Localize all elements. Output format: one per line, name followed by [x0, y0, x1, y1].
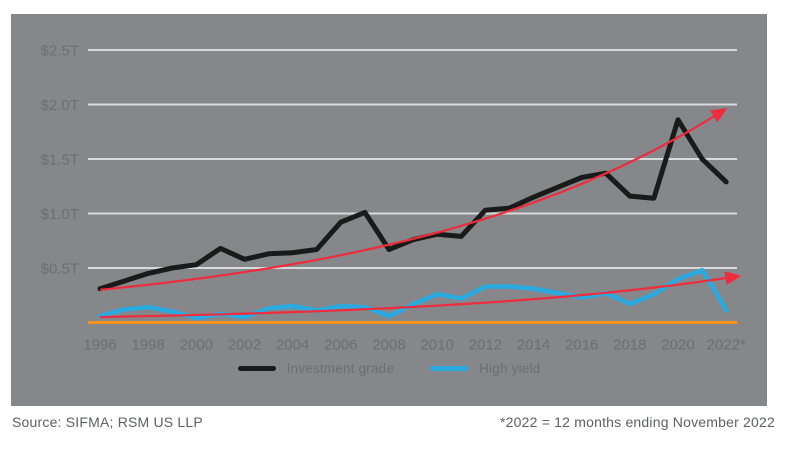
x-axis-tick-label: 2020: [661, 337, 694, 354]
source-note: Source: SIFMA; RSM US LLP: [12, 414, 203, 430]
y-axis-tick-label: $2.5T: [41, 43, 79, 60]
y-axis-tick-label: $0.5T: [41, 261, 79, 278]
x-axis-tick-label: 2012: [469, 337, 502, 354]
footnote-2022: *2022 = 12 months ending November 2022: [500, 414, 775, 430]
x-axis-tick-label: 1996: [83, 337, 116, 354]
x-axis-tick-label: 2002: [228, 337, 261, 354]
footer: Source: SIFMA; RSM US LLP *2022 = 12 mon…: [12, 414, 775, 430]
high-yield-line-swatch: [430, 366, 469, 371]
x-axis-tick-label: 2004: [276, 337, 309, 354]
chart-legend: Investment grade High yield: [11, 361, 767, 376]
x-axis-tick-label: 2006: [324, 337, 357, 354]
investment-grade-line: [97, 117, 729, 292]
y-axis-tick-label: $1.0T: [41, 206, 79, 223]
legend-label-investment-grade: Investment grade: [286, 361, 395, 376]
investment-grade-trend-arrow: [99, 108, 728, 291]
x-axis-tick-label: 2008: [372, 337, 405, 354]
bond-issuance-line-chart: $2.5T $2.0T $1.5T $1.0T $0.5T 1996 1998 2000 200…: [41, 43, 746, 354]
x-axis-tick-label: 2010: [420, 337, 453, 354]
x-axis-tick-label: 2000: [180, 337, 213, 354]
investment-grade-line-swatch: [237, 366, 276, 371]
x-axis-tick-label: 2014: [517, 337, 550, 354]
chart-panel: $2.5T $2.0T $1.5T $1.0T $0.5T 1996 1998 2000 200…: [11, 14, 767, 406]
x-axis-tick-label: 2022*: [707, 337, 746, 354]
legend-item-high-yield: High yield: [430, 361, 540, 376]
high-yield-line: [97, 267, 729, 321]
legend-label-high-yield: High yield: [479, 361, 541, 376]
high-yield-trend-arrow: [99, 271, 742, 319]
x-axis-tick-label: 2018: [613, 337, 646, 354]
y-axis-tick-label: $1.5T: [41, 152, 79, 169]
legend-item-investment-grade: Investment grade: [237, 361, 395, 376]
x-axis-tick-label: 2016: [565, 337, 598, 354]
y-axis-tick-label: $2.0T: [41, 97, 79, 114]
x-axis-tick-label: 1998: [131, 337, 164, 354]
